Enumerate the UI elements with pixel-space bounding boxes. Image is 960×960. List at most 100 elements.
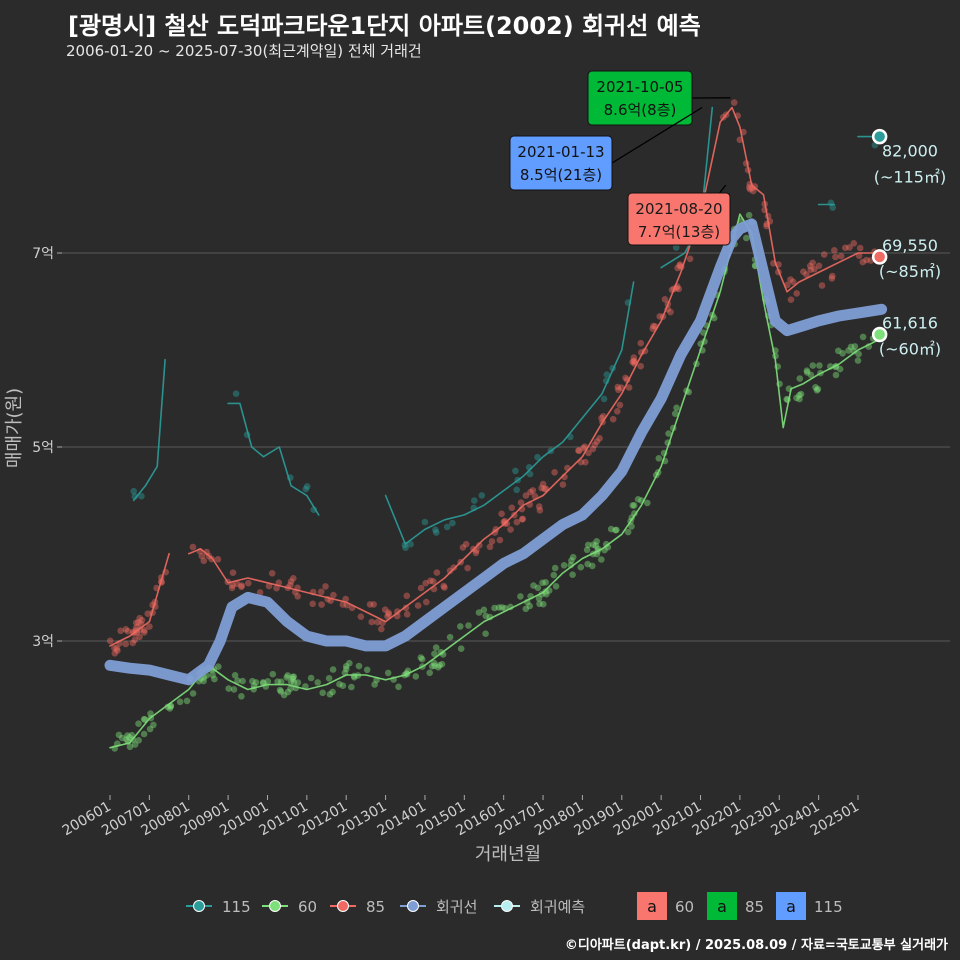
data-point-85 [529, 487, 537, 494]
data-point-60 [412, 673, 420, 680]
legend-box-label: 60 [675, 898, 694, 916]
data-point-85 [136, 614, 143, 622]
data-point-60 [126, 734, 133, 741]
data-point-85 [203, 548, 210, 556]
data-point-85 [146, 623, 153, 630]
data-point-60 [434, 664, 442, 671]
data-point-60 [438, 660, 446, 668]
data-point-85 [131, 636, 139, 644]
data-point-60 [612, 526, 619, 534]
chart-subtitle: 2006-01-20 ~ 2025-07-30(최근계약일) 전체 거래건 [66, 42, 422, 60]
data-point-115 [130, 487, 137, 495]
data-point-60 [115, 731, 123, 739]
data-point-85 [842, 244, 849, 252]
data-point-60 [584, 560, 591, 568]
data-point-85 [265, 582, 273, 590]
data-point-115 [513, 486, 520, 494]
data-point-60 [123, 736, 130, 743]
data-point-60 [812, 384, 819, 391]
data-point-85 [661, 296, 669, 303]
legend-label: 115 [222, 898, 251, 916]
data-point-60 [342, 663, 350, 670]
data-point-85 [615, 386, 622, 394]
data-point-85 [370, 601, 378, 608]
series-line-115 [227, 402, 320, 516]
prediction-point-60 [871, 326, 888, 343]
data-point-60 [446, 633, 454, 641]
data-point-60 [542, 588, 549, 595]
data-point-85 [589, 445, 597, 453]
data-point-115 [512, 467, 519, 475]
data-point-85 [818, 282, 826, 289]
data-point-115 [829, 204, 836, 211]
data-point-60 [536, 600, 543, 608]
data-point-85 [366, 601, 374, 608]
data-point-85 [200, 557, 208, 565]
data-point-85 [287, 581, 294, 589]
data-point-85 [507, 526, 514, 533]
legend-marker-85 [337, 900, 349, 912]
data-point-60 [835, 347, 842, 355]
data-point-60 [673, 404, 680, 412]
data-point-85 [342, 595, 350, 603]
data-point-85 [832, 253, 839, 261]
legend-box-glyph: a [717, 897, 727, 916]
data-point-60 [150, 721, 157, 729]
data-point-60 [252, 679, 260, 686]
data-point-60 [371, 681, 378, 688]
data-point-85 [238, 583, 245, 591]
data-point-60 [239, 677, 246, 685]
legend-label: 60 [298, 898, 317, 916]
data-point-60 [539, 579, 546, 587]
end-label-size: (~115㎡) [874, 168, 946, 187]
legend-box-label: 115 [814, 898, 843, 916]
data-point-60 [475, 609, 483, 616]
data-point-85 [676, 262, 683, 270]
data-point-60 [542, 579, 549, 586]
data-point-85 [580, 444, 587, 452]
data-point-85 [593, 438, 601, 445]
data-point-85 [517, 499, 525, 506]
data-point-60 [603, 540, 610, 548]
data-point-60 [534, 584, 542, 592]
data-point-85 [631, 358, 638, 365]
data-point-60 [839, 350, 846, 357]
end-labels: 82,000 (~115㎡) 69,550 (~85㎡) 61,616 (~60㎡) [871, 128, 946, 358]
data-point-85 [674, 264, 681, 272]
data-point-85 [828, 275, 836, 282]
data-point-60 [851, 343, 859, 350]
data-point-85 [427, 577, 434, 585]
data-point-60 [176, 698, 184, 706]
data-point-85 [374, 618, 381, 626]
legend-label: 85 [366, 898, 385, 916]
data-point-85 [144, 610, 152, 617]
data-point-85 [381, 606, 389, 613]
data-point-85 [859, 258, 867, 266]
data-point-60 [284, 672, 292, 679]
data-point-60 [589, 562, 596, 570]
data-point-85 [309, 600, 317, 608]
data-point-60 [146, 725, 154, 733]
data-point-85 [503, 520, 511, 527]
data-point-60 [624, 528, 632, 536]
data-point-85 [433, 569, 441, 576]
data-point-85 [129, 628, 137, 636]
data-point-60 [428, 663, 436, 670]
data-point-60 [314, 679, 322, 686]
data-point-60 [809, 362, 817, 369]
data-point-85 [811, 265, 818, 273]
data-point-85 [541, 485, 548, 493]
data-point-60 [807, 371, 815, 379]
data-point-60 [135, 737, 142, 744]
data-point-60 [287, 678, 295, 686]
data-point-60 [126, 743, 134, 751]
data-point-85 [575, 447, 583, 455]
data-point-60 [209, 671, 216, 679]
data-point-85 [459, 544, 467, 551]
data-point-85 [273, 584, 280, 592]
end-label-size: (~85㎡) [879, 262, 941, 281]
data-point-60 [430, 659, 438, 667]
data-point-85 [124, 627, 132, 635]
data-point-85 [464, 564, 471, 572]
data-point-60 [803, 367, 811, 375]
